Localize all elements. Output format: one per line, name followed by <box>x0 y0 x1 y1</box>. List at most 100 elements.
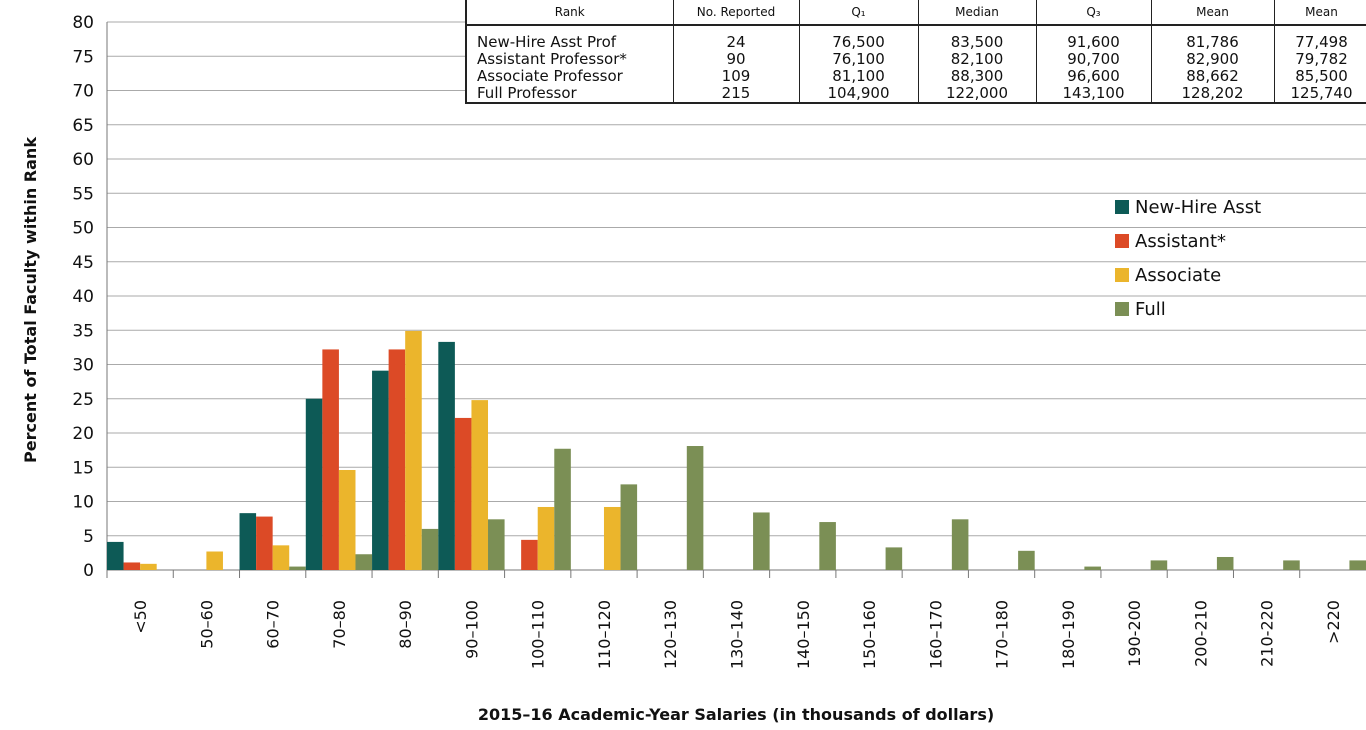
x-tick-label: 100–110 <box>529 600 548 669</box>
x-axis-label: 2015–16 Academic-Year Salaries (in thous… <box>478 705 994 724</box>
table-cell: 104,900 <box>799 85 919 103</box>
bar <box>305 398 323 570</box>
header-cell: Q₃ <box>1036 0 1152 26</box>
header-cell: Rank <box>466 0 674 26</box>
bar <box>951 519 969 570</box>
x-tick-label: 140–150 <box>794 600 813 669</box>
x-tick-label: 150–160 <box>860 600 879 669</box>
legend-swatch <box>1115 268 1129 282</box>
table-cell: 82,100 <box>918 51 1037 68</box>
x-tick-label: 60–70 <box>264 600 283 649</box>
bar <box>338 469 356 570</box>
bar <box>355 554 373 570</box>
y-tick-label: 70 <box>72 82 94 102</box>
table-cell: 88,662 <box>1151 68 1275 85</box>
bar <box>554 448 571 570</box>
bar <box>885 547 903 570</box>
x-tick-label: 180–190 <box>1059 600 1078 669</box>
bar <box>1018 550 1035 570</box>
bar <box>388 349 406 570</box>
bar <box>256 516 273 570</box>
x-tick-label: 70–80 <box>330 600 349 649</box>
x-tick-label: 160–170 <box>926 600 945 669</box>
table-cell: 81,786 <box>1151 25 1275 51</box>
header-cell: Median <box>918 0 1037 26</box>
table-row: Full Professor 215 104,900 122,000 143,100 12… <box>466 85 1366 103</box>
bar <box>272 545 290 570</box>
table-row: New-Hire Asst Prof 24 76,500 83,500 91,600 81… <box>466 25 1366 51</box>
table-row: Assistant Professor* 90 76,100 82,100 90,700… <box>466 51 1366 68</box>
table-cell: 128,202 <box>1151 85 1275 103</box>
y-tick-label: 0 <box>83 561 94 581</box>
table-cell: 215 <box>673 85 800 103</box>
bar <box>1084 566 1101 570</box>
y-tick-label: 80 <box>72 13 94 33</box>
table-cell: 82,900 <box>1151 51 1275 68</box>
legend-label: New-Hire Asst <box>1135 197 1261 218</box>
bar <box>1150 560 1168 570</box>
bar <box>372 370 389 570</box>
header-cell: No. Reported <box>673 0 800 26</box>
bar <box>140 563 157 570</box>
summary-table: Rank No. Reported Q₁ Median Q₃ Mean Mean New-Hi… <box>465 0 1366 104</box>
table-cell: 109 <box>673 68 800 85</box>
table-cell: 91,600 <box>1036 25 1152 51</box>
y-tick-label: 25 <box>72 390 94 410</box>
table-cell: 96,600 <box>1036 68 1152 85</box>
y-tick-label: 15 <box>72 458 94 478</box>
header-row: Rank No. Reported Q₁ Median Q₃ Mean Mean <box>466 0 1366 26</box>
legend-swatch <box>1115 234 1129 248</box>
legend-label: Associate <box>1135 265 1221 286</box>
bar <box>620 484 638 570</box>
legend-swatch <box>1115 302 1129 316</box>
legend-swatch <box>1115 200 1129 214</box>
header-cell: Q₁ <box>799 0 919 26</box>
bar <box>107 541 124 570</box>
table-cell: Associate Professor <box>466 68 674 85</box>
y-tick-label: 50 <box>72 219 94 239</box>
bar <box>753 512 770 570</box>
header-cell: Mean <box>1151 0 1275 26</box>
x-tick-label: 130–140 <box>728 600 747 669</box>
y-tick-label: 40 <box>72 287 94 307</box>
x-tick-label: 50–60 <box>197 600 216 649</box>
x-tick-label: >220 <box>1324 600 1343 644</box>
y-tick-label: 35 <box>72 321 94 341</box>
y-tick-label: 30 <box>72 356 94 376</box>
header-cell: Mean <box>1274 0 1366 26</box>
x-tick-label: 210-220 <box>1258 600 1277 667</box>
y-tick-label: 60 <box>72 150 94 170</box>
table-cell: 122,000 <box>918 85 1037 103</box>
y-tick-label: 75 <box>72 47 94 67</box>
bar <box>1283 560 1300 570</box>
bar <box>322 349 339 570</box>
bar <box>289 566 306 570</box>
y-tick-label: 45 <box>72 253 94 273</box>
y-tick-label: 65 <box>72 116 94 136</box>
table-cell: Full Professor <box>466 85 674 103</box>
x-tick-label: 90–100 <box>462 600 481 659</box>
y-tick-label: 55 <box>72 184 94 204</box>
bar <box>123 562 141 570</box>
x-tick-label: 190-200 <box>1125 600 1144 667</box>
y-tick-label: 20 <box>72 424 94 444</box>
table-cell: 76,100 <box>799 51 919 68</box>
legend-label: Assistant* <box>1135 231 1226 252</box>
table-cell: 90,700 <box>1036 51 1152 68</box>
bar <box>488 519 505 570</box>
table-cell: 88,300 <box>918 68 1037 85</box>
table-cell: New-Hire Asst Prof <box>466 25 674 51</box>
y-tick-label: 5 <box>83 527 94 547</box>
bar <box>421 528 439 570</box>
x-tick-label: 80–90 <box>396 600 415 649</box>
bar <box>471 400 489 570</box>
x-tick-label: 200-210 <box>1191 600 1210 667</box>
y-axis-label: Percent of Total Faculty within Rank <box>21 137 40 463</box>
table-cell: 81,100 <box>799 68 919 85</box>
table-cell: 79,782 <box>1274 51 1366 68</box>
bar <box>454 417 472 570</box>
x-tick-label: <50 <box>131 600 150 634</box>
y-tick-label: 10 <box>72 493 94 513</box>
